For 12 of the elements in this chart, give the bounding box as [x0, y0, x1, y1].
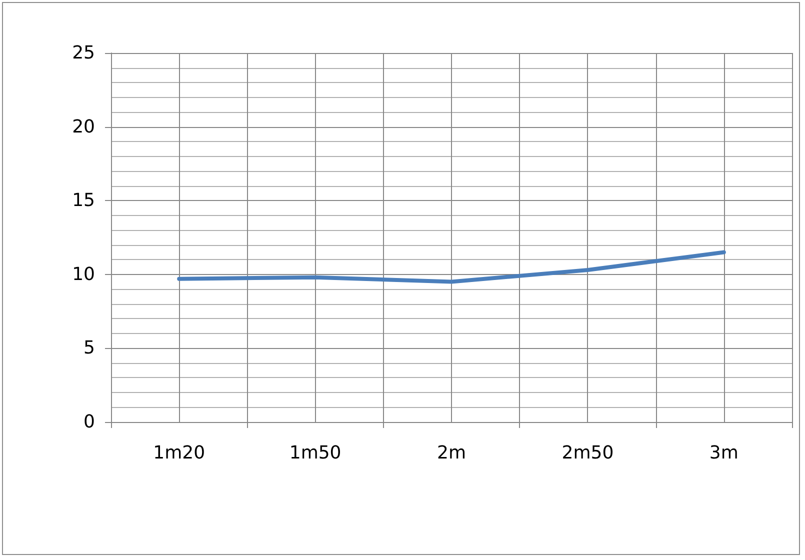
x-tick-label: 1m20	[153, 442, 206, 464]
y-tick-label: 5	[84, 338, 95, 359]
line-series	[177, 250, 726, 284]
x-tick-label: 2m50	[562, 442, 614, 464]
y-tick-label: 15	[72, 190, 95, 212]
x-tick-label: 2m	[437, 442, 466, 464]
y-tick-label: 0	[84, 412, 95, 432]
y-tick-label: 25	[72, 42, 95, 64]
x-tick-label: 3m	[709, 442, 738, 464]
y-tick-label: 20	[72, 116, 95, 138]
y-tick-label: 10	[72, 264, 95, 285]
x-tick-label: 1m50	[289, 442, 342, 464]
